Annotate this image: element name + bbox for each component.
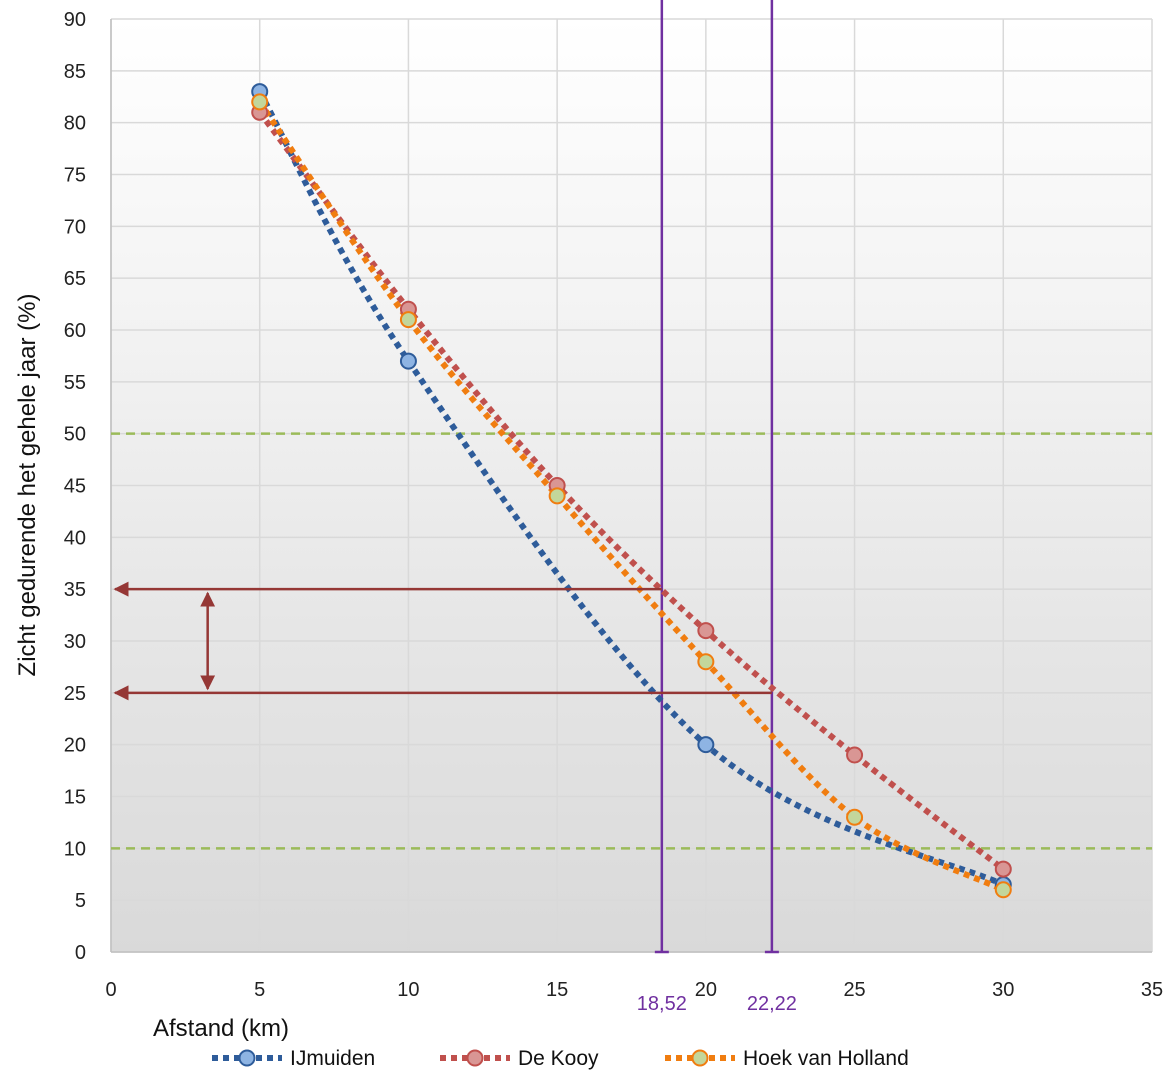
x-tick-label: 15 bbox=[546, 979, 568, 1001]
legend: IJmuiden De Kooy Hoek van Holland bbox=[212, 1047, 909, 1070]
x-tick-label: 25 bbox=[843, 979, 865, 1001]
x-tick-label: 5 bbox=[254, 979, 265, 1001]
y-tick-label: 0 bbox=[75, 942, 86, 964]
x-tick-label: 20 bbox=[695, 979, 717, 1001]
y-tick-label: 90 bbox=[64, 9, 86, 31]
distance-marker-label: 22,22 bbox=[747, 993, 797, 1015]
series-line bbox=[257, 110, 1006, 872]
y-tick-label: 50 bbox=[64, 424, 86, 446]
data-point bbox=[846, 808, 864, 826]
legend-label: Hoek van Holland bbox=[743, 1047, 909, 1070]
legend-swatch-marker bbox=[691, 1049, 709, 1067]
legend-label: De Kooy bbox=[518, 1047, 599, 1070]
tick-labels: 0 5 10 15 20 25 30 35 40 45 50 55 60 65 70 75 80 85 90 0 5 10… bbox=[64, 9, 1163, 1001]
series-layer bbox=[251, 83, 1012, 899]
y-tick-label: 75 bbox=[64, 165, 86, 187]
x-tick-label: 35 bbox=[1141, 979, 1163, 1001]
y-tick-label: 55 bbox=[64, 372, 86, 394]
data-point bbox=[251, 93, 269, 111]
data-point bbox=[399, 352, 417, 370]
y-tick-label: 85 bbox=[64, 61, 86, 83]
y-tick-label: 25 bbox=[64, 683, 86, 705]
y-tick-label: 80 bbox=[64, 113, 86, 135]
data-point bbox=[399, 311, 417, 329]
x-tick-label: 10 bbox=[397, 979, 419, 1001]
legend-swatch-marker bbox=[238, 1049, 256, 1067]
data-point bbox=[846, 746, 864, 764]
y-tick-label: 70 bbox=[64, 216, 86, 238]
x-tick-label: 30 bbox=[992, 979, 1014, 1001]
y-tick-label: 30 bbox=[64, 631, 86, 653]
data-point bbox=[697, 736, 715, 754]
data-point bbox=[697, 653, 715, 671]
legend-label: IJmuiden bbox=[290, 1047, 375, 1070]
y-tick-label: 5 bbox=[75, 890, 86, 912]
y-tick-label: 10 bbox=[64, 838, 86, 860]
x-axis-title: Afstand (km) bbox=[153, 1015, 289, 1042]
y-tick-label: 45 bbox=[64, 476, 86, 498]
y-tick-label: 60 bbox=[64, 320, 86, 342]
y-tick-label: 65 bbox=[64, 268, 86, 290]
legend-swatch-marker bbox=[466, 1049, 484, 1067]
data-point bbox=[697, 622, 715, 640]
y-tick-label: 20 bbox=[64, 735, 86, 757]
y-tick-label: 35 bbox=[64, 579, 86, 601]
data-point bbox=[548, 487, 566, 505]
y-axis-title: Zicht gedurende het gehele jaar (%) bbox=[14, 294, 41, 677]
annotations bbox=[113, 581, 772, 701]
y-tick-label: 40 bbox=[64, 527, 86, 549]
series-line bbox=[257, 100, 1005, 893]
data-point bbox=[994, 860, 1012, 878]
series-line bbox=[257, 90, 1005, 888]
data-point bbox=[994, 881, 1012, 899]
x-tick-label: 0 bbox=[105, 979, 116, 1001]
y-tick-label: 15 bbox=[64, 787, 86, 809]
distance-marker-label: 18,52 bbox=[637, 993, 687, 1015]
reference-lines: 18,52 22,22 bbox=[111, 0, 1152, 1015]
